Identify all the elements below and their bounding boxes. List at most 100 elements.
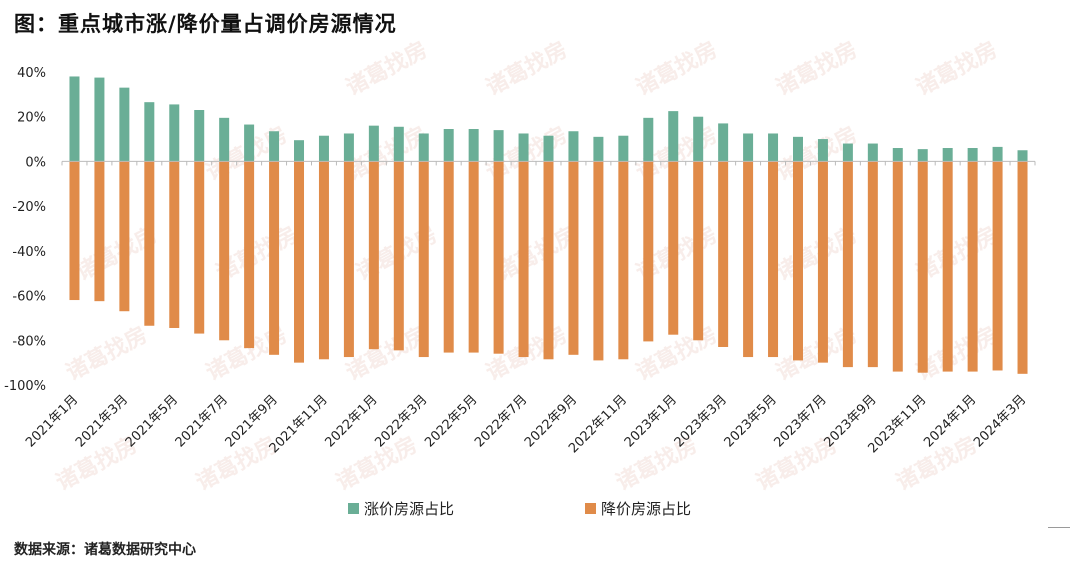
bar-down-24 <box>643 161 654 342</box>
bar-down-37 <box>967 161 978 372</box>
bar-down-27 <box>718 161 729 347</box>
x-tick-label: 2022年5月 <box>422 392 480 450</box>
bar-up-37 <box>967 148 978 162</box>
bar-down-1 <box>69 161 80 301</box>
y-tick-label: -40% <box>12 245 46 260</box>
bar-down-4 <box>144 161 155 326</box>
bar-up-22 <box>593 136 604 162</box>
y-tick-label: -20% <box>12 200 46 215</box>
bar-down-21 <box>568 161 579 355</box>
bar-down-8 <box>244 161 255 349</box>
y-tick-label: 20% <box>17 111 46 126</box>
data-source-note: 数据来源：诸葛数据研究中心 <box>14 542 196 558</box>
bar-up-24 <box>643 117 654 162</box>
x-tick-label: 2021年1月 <box>23 392 81 450</box>
watermark-text: 诸葛找房 <box>342 322 432 386</box>
y-axis: 40% 20% 0% -20% -40% -60% -80% -100% <box>4 66 46 394</box>
x-tick-label: 2024年3月 <box>971 392 1029 450</box>
bar-up-14 <box>393 126 404 162</box>
bars-group <box>69 76 1028 374</box>
bar-up-3 <box>119 87 130 162</box>
bar-down-3 <box>119 161 130 312</box>
bar-up-2 <box>94 77 105 162</box>
bar-down-14 <box>393 161 404 351</box>
bar-down-20 <box>543 161 554 360</box>
bar-up-36 <box>942 148 953 162</box>
bar-up-29 <box>768 133 779 162</box>
bar-down-36 <box>942 161 953 372</box>
bar-down-38 <box>992 161 1003 371</box>
bar-down-10 <box>294 161 305 363</box>
bar-up-4 <box>144 102 155 162</box>
bar-up-23 <box>618 135 629 162</box>
bar-up-19 <box>518 133 529 162</box>
bar-up-11 <box>318 135 329 162</box>
x-tick-label: 2023年3月 <box>672 392 730 450</box>
bar-up-10 <box>294 140 305 162</box>
bar-up-15 <box>418 133 429 162</box>
watermark-text: 诸葛找房 <box>912 37 1002 101</box>
watermark-text: 诸葛找房 <box>482 37 572 101</box>
bar-up-34 <box>892 148 903 162</box>
bar-up-17 <box>468 129 479 162</box>
bar-down-2 <box>94 161 105 302</box>
legend-swatch-up <box>348 503 359 514</box>
bar-down-5 <box>169 161 180 328</box>
bar-up-13 <box>368 125 379 162</box>
x-tick-label: 2021年5月 <box>123 392 181 450</box>
corner-divider <box>1048 527 1070 528</box>
bar-down-33 <box>867 161 878 368</box>
bar-down-6 <box>194 161 205 334</box>
legend-swatch-down <box>585 503 596 514</box>
bar-down-12 <box>343 161 354 358</box>
bar-up-20 <box>543 135 554 162</box>
y-tick-label: 0% <box>25 155 46 170</box>
y-tick-label: -100% <box>4 379 46 394</box>
bar-up-5 <box>169 104 180 162</box>
bar-up-25 <box>668 111 679 162</box>
bar-down-29 <box>768 161 779 358</box>
bar-up-16 <box>443 129 454 162</box>
bar-down-17 <box>468 161 479 353</box>
bar-down-18 <box>493 161 504 354</box>
bar-down-25 <box>668 161 679 335</box>
bar-up-12 <box>343 133 354 162</box>
bar-up-35 <box>917 149 928 162</box>
bar-up-38 <box>992 146 1003 162</box>
bar-down-30 <box>792 161 803 361</box>
watermark-text: 诸葛找房 <box>772 37 862 101</box>
bar-down-31 <box>817 161 828 363</box>
watermark-text: 诸葛找房 <box>632 37 722 101</box>
bar-up-32 <box>842 143 853 162</box>
bar-down-34 <box>892 161 903 372</box>
bar-up-1 <box>69 76 80 162</box>
watermark-text: 诸葛找房 <box>492 222 582 286</box>
bar-down-9 <box>269 161 280 355</box>
bar-up-31 <box>817 139 828 162</box>
x-tick-label: 2023年5月 <box>722 392 780 450</box>
bar-down-22 <box>593 161 604 361</box>
x-tick-label: 2021年7月 <box>173 392 231 450</box>
bar-down-13 <box>368 161 379 350</box>
bar-down-32 <box>842 161 853 368</box>
watermark-text: 诸葛找房 <box>62 322 152 386</box>
y-tick-label: 40% <box>17 66 46 81</box>
bar-up-18 <box>493 130 504 162</box>
x-tick-label: 2022年1月 <box>322 392 380 450</box>
bar-down-19 <box>518 161 529 358</box>
legend-label-up: 涨价房源占比 <box>364 500 455 518</box>
bar-up-26 <box>693 116 704 162</box>
bar-down-15 <box>418 161 429 358</box>
bar-up-39 <box>1017 150 1028 162</box>
bar-up-7 <box>219 117 230 162</box>
legend-item-up: 涨价房源占比 <box>348 498 454 519</box>
bar-up-33 <box>867 143 878 162</box>
bar-up-30 <box>792 136 803 162</box>
bar-up-9 <box>269 131 280 162</box>
bar-up-6 <box>194 110 205 162</box>
bar-up-21 <box>568 131 579 162</box>
legend-label-down: 降价房源占比 <box>601 500 692 518</box>
bar-up-28 <box>743 133 754 162</box>
bar-down-11 <box>318 161 329 360</box>
